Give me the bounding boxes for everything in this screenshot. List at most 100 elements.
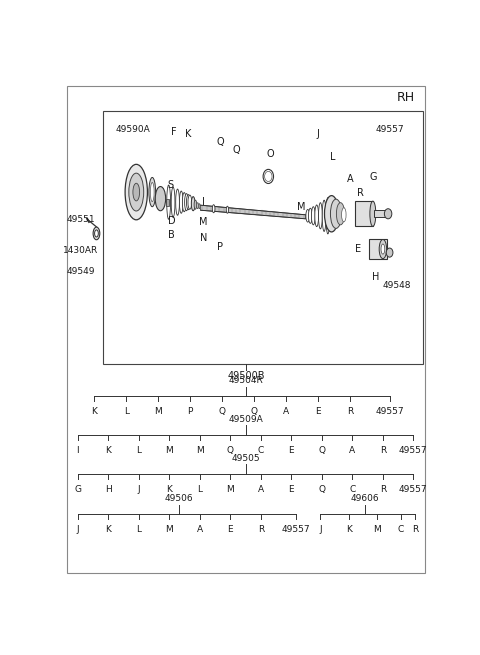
- Ellipse shape: [192, 196, 195, 211]
- Ellipse shape: [342, 208, 346, 222]
- Text: R: R: [347, 407, 353, 417]
- Ellipse shape: [330, 199, 342, 229]
- Text: Q: Q: [219, 407, 226, 417]
- Text: E: E: [288, 446, 294, 455]
- Ellipse shape: [182, 193, 186, 212]
- Circle shape: [386, 248, 393, 257]
- Ellipse shape: [176, 189, 180, 215]
- Text: G: G: [74, 485, 81, 494]
- Text: E: E: [355, 244, 360, 253]
- Text: F: F: [171, 126, 176, 136]
- Ellipse shape: [186, 195, 190, 210]
- Bar: [355, 201, 373, 227]
- Ellipse shape: [322, 200, 326, 231]
- Text: M: M: [227, 485, 234, 494]
- Text: Q: Q: [251, 407, 258, 417]
- Text: E: E: [288, 485, 294, 494]
- Ellipse shape: [264, 172, 272, 181]
- Ellipse shape: [379, 240, 386, 259]
- Text: 49557: 49557: [376, 124, 405, 134]
- Text: 49549: 49549: [66, 267, 95, 276]
- Text: 49504R: 49504R: [228, 376, 264, 385]
- Text: K: K: [346, 525, 352, 534]
- Text: I: I: [202, 197, 204, 207]
- Text: K: K: [91, 407, 97, 417]
- Text: R: R: [380, 485, 386, 494]
- Ellipse shape: [194, 200, 197, 209]
- Ellipse shape: [188, 195, 192, 209]
- Ellipse shape: [263, 170, 274, 183]
- Text: A: A: [349, 446, 356, 455]
- Ellipse shape: [319, 202, 322, 229]
- Bar: [369, 239, 387, 259]
- Ellipse shape: [324, 196, 338, 232]
- Ellipse shape: [315, 205, 319, 227]
- Ellipse shape: [370, 201, 376, 227]
- Text: A: A: [283, 407, 289, 417]
- Ellipse shape: [167, 185, 170, 219]
- Text: 49551: 49551: [66, 215, 95, 224]
- Text: D: D: [168, 216, 175, 226]
- Text: M: M: [166, 525, 173, 534]
- Text: A: A: [197, 525, 203, 534]
- Text: Q: Q: [216, 137, 224, 147]
- Text: P: P: [217, 242, 223, 252]
- Text: 1430AR: 1430AR: [63, 246, 98, 255]
- Text: K: K: [167, 485, 172, 494]
- Ellipse shape: [197, 202, 199, 209]
- Ellipse shape: [171, 187, 175, 217]
- Text: 49557: 49557: [376, 407, 405, 417]
- Circle shape: [384, 209, 392, 219]
- Text: G: G: [370, 172, 377, 182]
- Text: J: J: [319, 525, 322, 534]
- Ellipse shape: [149, 178, 156, 207]
- Text: 49548: 49548: [383, 281, 411, 290]
- Text: I: I: [76, 446, 79, 455]
- Text: M: M: [199, 217, 207, 227]
- Text: B: B: [168, 230, 175, 240]
- Ellipse shape: [95, 230, 98, 237]
- Text: K: K: [185, 129, 192, 139]
- Text: E: E: [315, 407, 321, 417]
- Text: K: K: [106, 446, 111, 455]
- Text: A: A: [258, 485, 264, 494]
- Ellipse shape: [199, 204, 200, 209]
- Text: R: R: [357, 188, 364, 198]
- Ellipse shape: [125, 164, 147, 220]
- Text: 49557: 49557: [282, 525, 311, 534]
- Text: M: M: [166, 446, 173, 455]
- Text: C: C: [349, 485, 356, 494]
- Ellipse shape: [155, 187, 166, 211]
- Text: O: O: [266, 149, 274, 159]
- Text: R: R: [412, 525, 419, 534]
- Ellipse shape: [129, 173, 144, 211]
- Text: Q: Q: [318, 446, 325, 455]
- Text: N: N: [200, 233, 207, 244]
- Ellipse shape: [309, 208, 312, 223]
- Text: J: J: [316, 129, 319, 139]
- Text: L: L: [136, 525, 142, 534]
- Text: 49500B: 49500B: [227, 371, 265, 381]
- Ellipse shape: [312, 207, 315, 225]
- Text: A: A: [347, 174, 353, 185]
- Text: J: J: [76, 525, 79, 534]
- Text: S: S: [168, 179, 174, 189]
- Bar: [166, 198, 169, 206]
- Bar: [373, 210, 388, 217]
- Ellipse shape: [212, 204, 215, 213]
- Text: 49509A: 49509A: [228, 415, 264, 424]
- Ellipse shape: [306, 210, 310, 222]
- Text: Q: Q: [233, 145, 240, 155]
- Ellipse shape: [326, 198, 330, 234]
- Text: L: L: [136, 446, 142, 455]
- Text: K: K: [106, 525, 111, 534]
- Ellipse shape: [133, 183, 140, 201]
- Ellipse shape: [180, 191, 183, 214]
- Text: M: M: [155, 407, 162, 417]
- Text: L: L: [197, 485, 203, 494]
- Ellipse shape: [150, 183, 154, 202]
- Text: M: M: [373, 525, 381, 534]
- Ellipse shape: [185, 194, 188, 211]
- Text: 49590A: 49590A: [115, 124, 150, 134]
- Ellipse shape: [381, 244, 385, 254]
